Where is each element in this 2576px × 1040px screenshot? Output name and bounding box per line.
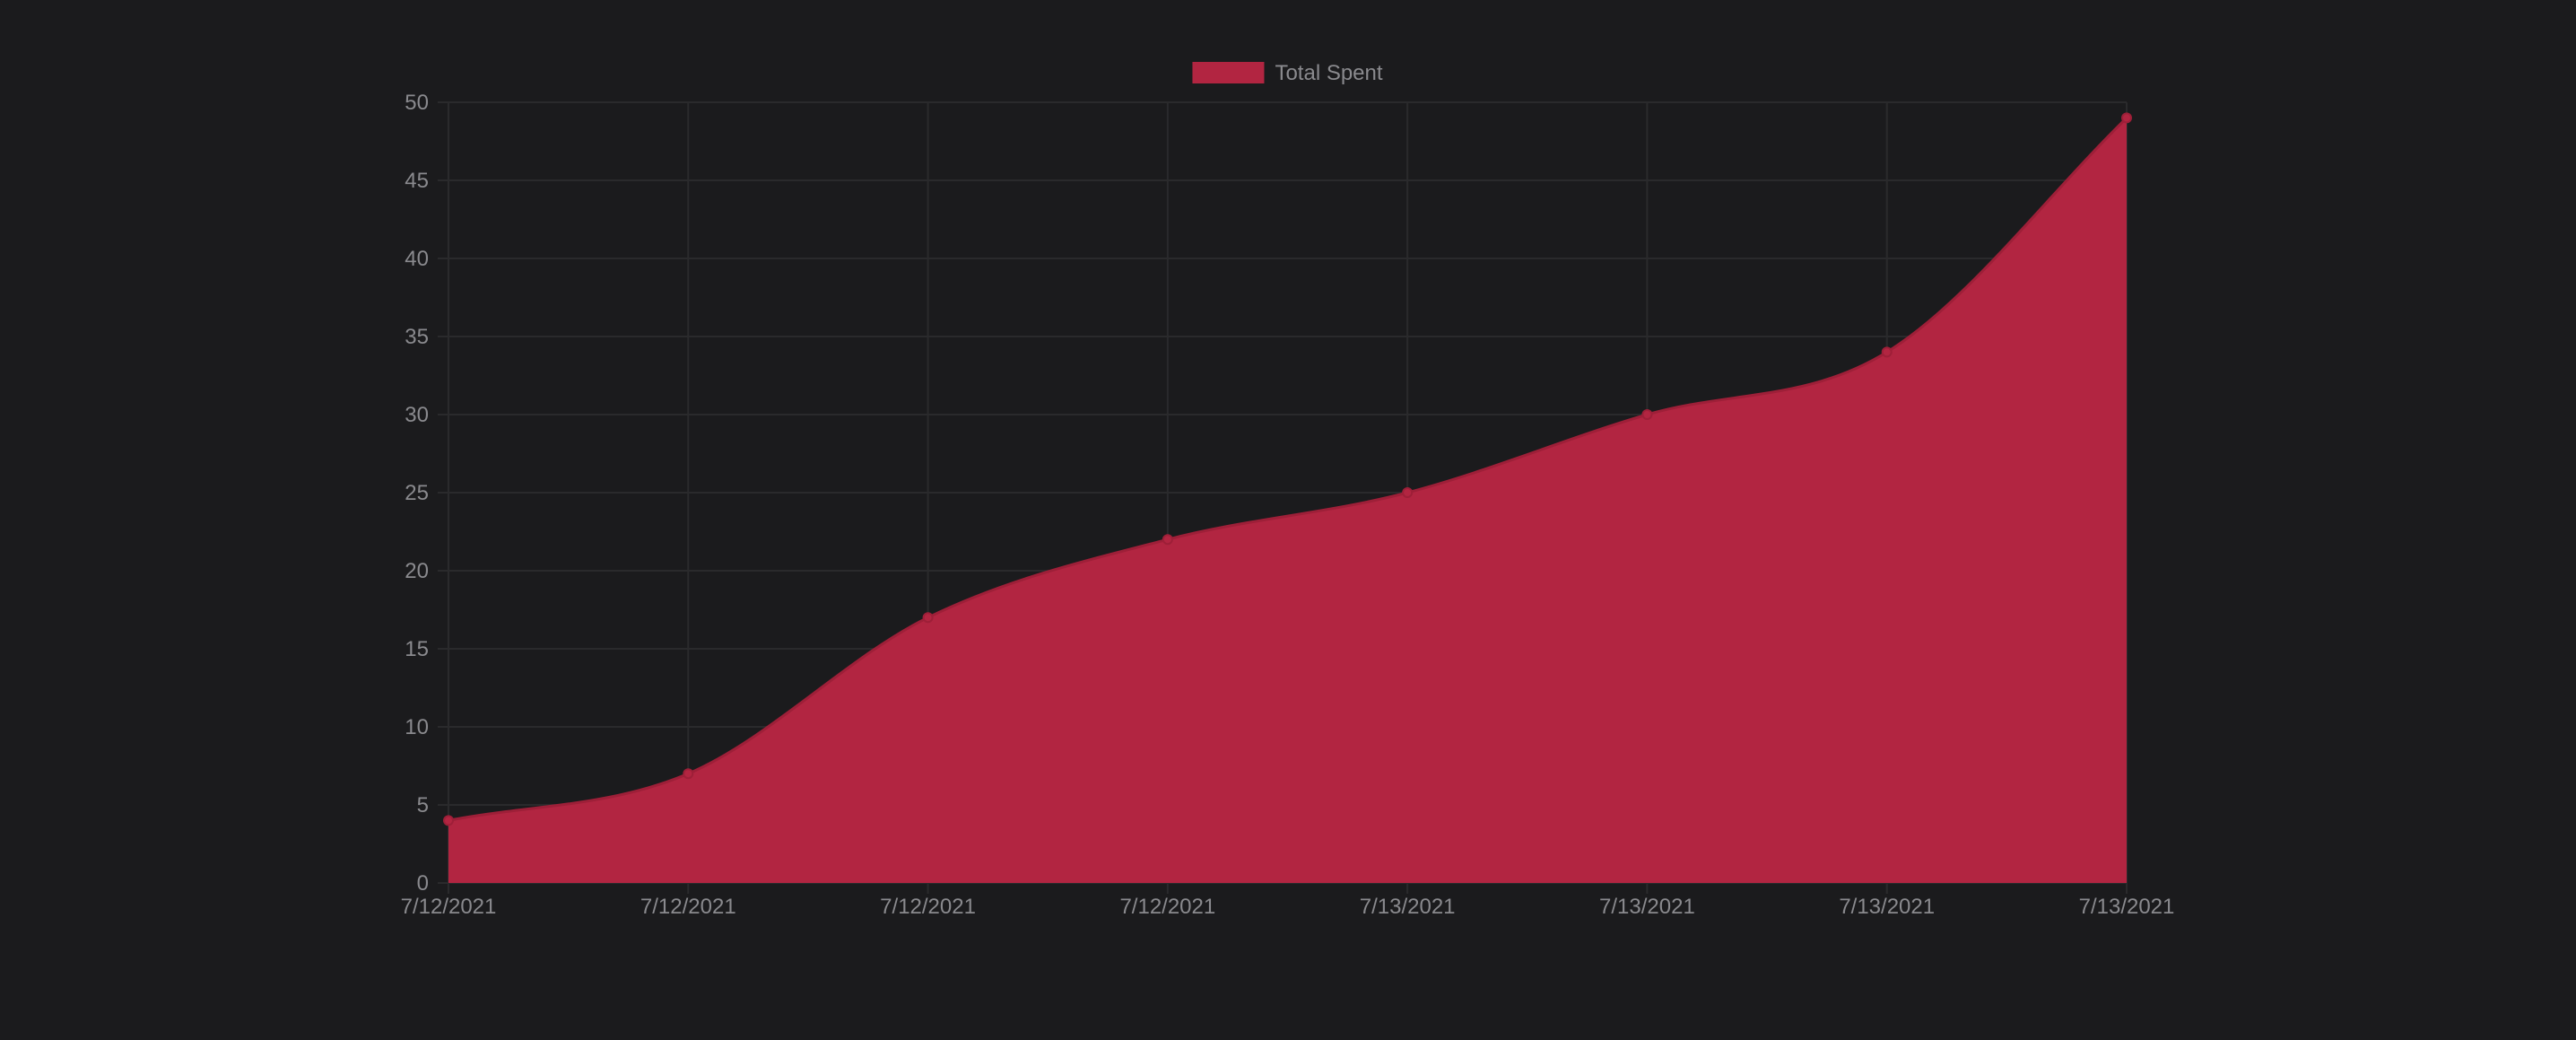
x-tick-label: 7/13/2021 [1599, 895, 1695, 919]
legend-label-total-spent[interactable]: Total Spent [1275, 61, 1382, 85]
y-tick-label: 50 [405, 91, 429, 115]
data-point[interactable] [922, 612, 934, 624]
y-tick-label: 15 [405, 637, 429, 661]
y-tick-label: 30 [405, 403, 429, 427]
y-tick-label: 0 [417, 871, 429, 896]
x-axis: 7/12/2021 7/12/2021 7/12/2021 7/12/2021 7/13… [401, 895, 2175, 919]
y-axis: 0 5 10 15 20 25 30 35 40 45 50 [405, 91, 429, 896]
x-tick-label: 7/13/2021 [1360, 895, 1456, 919]
x-tick-label: 7/12/2021 [1119, 895, 1215, 919]
x-tick-label: 7/13/2021 [1839, 895, 1935, 919]
y-tick-label: 20 [405, 559, 429, 583]
x-tick-label: 7/12/2021 [640, 895, 736, 919]
legend-swatch[interactable] [1192, 62, 1265, 83]
y-tick-label: 5 [417, 793, 429, 817]
y-tick-label: 10 [405, 715, 429, 739]
legend[interactable]: Total Spent [1192, 61, 1383, 85]
y-tick-label: 25 [405, 481, 429, 505]
y-tick-label: 45 [405, 169, 429, 193]
data-point[interactable] [1402, 487, 1414, 498]
series-area-layer [448, 117, 2128, 883]
x-tick-label: 7/12/2021 [401, 895, 497, 919]
data-point[interactable] [1162, 534, 1173, 546]
data-point[interactable] [1641, 409, 1653, 420]
data-point[interactable] [683, 768, 694, 780]
y-tick-label: 35 [405, 325, 429, 349]
data-points [443, 112, 2132, 826]
series-area-total-spent [448, 118, 2127, 883]
data-point[interactable] [443, 815, 454, 826]
data-point[interactable] [2121, 112, 2132, 124]
y-tick-label: 40 [405, 247, 429, 271]
x-tick-label: 7/13/2021 [2079, 895, 2175, 919]
data-point[interactable] [1881, 346, 1893, 358]
x-tick-label: 7/12/2021 [880, 895, 976, 919]
